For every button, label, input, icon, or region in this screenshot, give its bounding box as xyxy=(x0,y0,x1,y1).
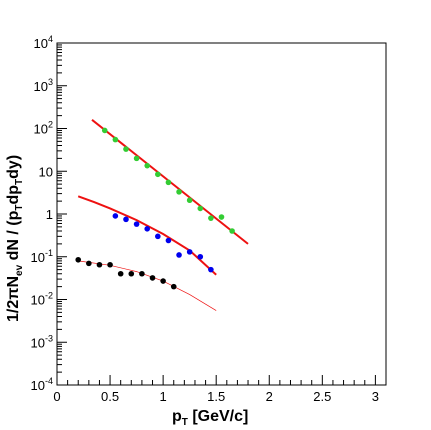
data-point xyxy=(112,136,119,143)
data-point xyxy=(176,189,182,195)
data-point xyxy=(155,171,161,178)
y-tick-exponent: -4 xyxy=(45,376,53,386)
y-tick-label: 103 xyxy=(34,77,53,94)
y-axis-title-sub2: T xyxy=(14,205,25,211)
x-tick-label: 2.5 xyxy=(313,389,331,404)
y-axis-title-part1: 1/2πN xyxy=(5,276,22,322)
x-axis-title-main: p xyxy=(172,408,182,425)
fit-curve xyxy=(78,260,217,311)
data-point xyxy=(128,270,135,277)
data-point xyxy=(144,226,151,232)
y-tick-label: 10-4 xyxy=(31,376,53,393)
y-tick-exponent: -3 xyxy=(45,333,53,343)
x-tick-label: 1.5 xyxy=(207,389,225,404)
data-point xyxy=(75,256,82,263)
data-point xyxy=(229,228,235,234)
y-tick-label: 10 xyxy=(39,164,53,179)
y-axis-title: 1/2πNev dN / (pTdpTdy) xyxy=(5,155,25,322)
data-point xyxy=(86,260,92,267)
data-point xyxy=(107,261,113,268)
x-axis-title: pT [GeV/c] xyxy=(172,408,248,428)
data-point xyxy=(123,216,129,223)
x-axis-title-unit: [GeV/c] xyxy=(188,408,248,425)
data-point xyxy=(170,283,177,290)
data-point xyxy=(149,275,156,281)
plot-border xyxy=(56,42,387,386)
data-point xyxy=(139,270,145,277)
y-tick-exponent: 3 xyxy=(48,77,53,87)
data-point xyxy=(101,127,108,134)
y-tick-base: 10 xyxy=(31,250,45,265)
x-tick-labels: 0 0.5 1 1.5 2 2.5 3 xyxy=(53,389,379,404)
y-tick-exponent: 2 xyxy=(48,120,53,130)
data-point xyxy=(218,214,225,220)
axis-ticks xyxy=(56,42,376,386)
data-point xyxy=(197,205,204,212)
y-tick-exponent: -1 xyxy=(45,248,53,258)
x-tick-label: 0 xyxy=(53,389,60,404)
data-point xyxy=(197,253,204,260)
y-tick-base: 10 xyxy=(34,36,48,51)
y-axis-title-sub1: ev xyxy=(14,264,25,276)
y-tick-label: 10-2 xyxy=(31,291,53,308)
data-point xyxy=(208,215,214,221)
plot-frame xyxy=(56,42,387,386)
data-point xyxy=(160,278,166,284)
y-axis-title-part4: dy) xyxy=(5,155,22,179)
x-tick-label: 0.5 xyxy=(101,389,119,404)
y-tick-label: 10-1 xyxy=(31,248,53,265)
y-tick-exponent: 4 xyxy=(48,34,53,44)
data-point xyxy=(133,155,140,162)
data-point xyxy=(165,179,172,186)
data-point xyxy=(176,252,182,258)
data-point xyxy=(165,237,172,244)
data-point xyxy=(112,213,119,219)
y-axis-title-part3: dp xyxy=(5,185,22,205)
data-point xyxy=(117,270,124,277)
y-tick-label: 102 xyxy=(34,120,53,137)
y-axis-title-sub3: T xyxy=(14,179,25,185)
y-tick-base: 10 xyxy=(31,378,45,393)
y-tick-base: 10 xyxy=(34,79,48,94)
data-points xyxy=(75,127,235,290)
y-tick-base: 10 xyxy=(34,122,48,137)
y-tick-label: 10-3 xyxy=(31,333,53,350)
x-tick-label: 2 xyxy=(266,389,273,404)
y-tick-label: 1 xyxy=(46,207,53,222)
data-point xyxy=(155,233,161,240)
data-point xyxy=(186,249,193,255)
x-axis-title-sub: T xyxy=(182,417,188,428)
data-point xyxy=(186,197,193,204)
y-axis-title-part2: dN / (p xyxy=(5,210,22,264)
y-tick-base: 10 xyxy=(31,335,45,350)
data-point xyxy=(133,221,140,227)
data-point xyxy=(144,162,151,169)
x-tick-label: 3 xyxy=(372,389,379,404)
y-tick-label: 104 xyxy=(34,34,53,51)
x-tick-label: 1 xyxy=(160,389,167,404)
y-tick-base: 10 xyxy=(31,293,45,308)
data-point xyxy=(208,266,214,273)
y-tick-exponent: -2 xyxy=(45,291,53,301)
data-point xyxy=(96,261,103,268)
data-point xyxy=(123,146,129,152)
